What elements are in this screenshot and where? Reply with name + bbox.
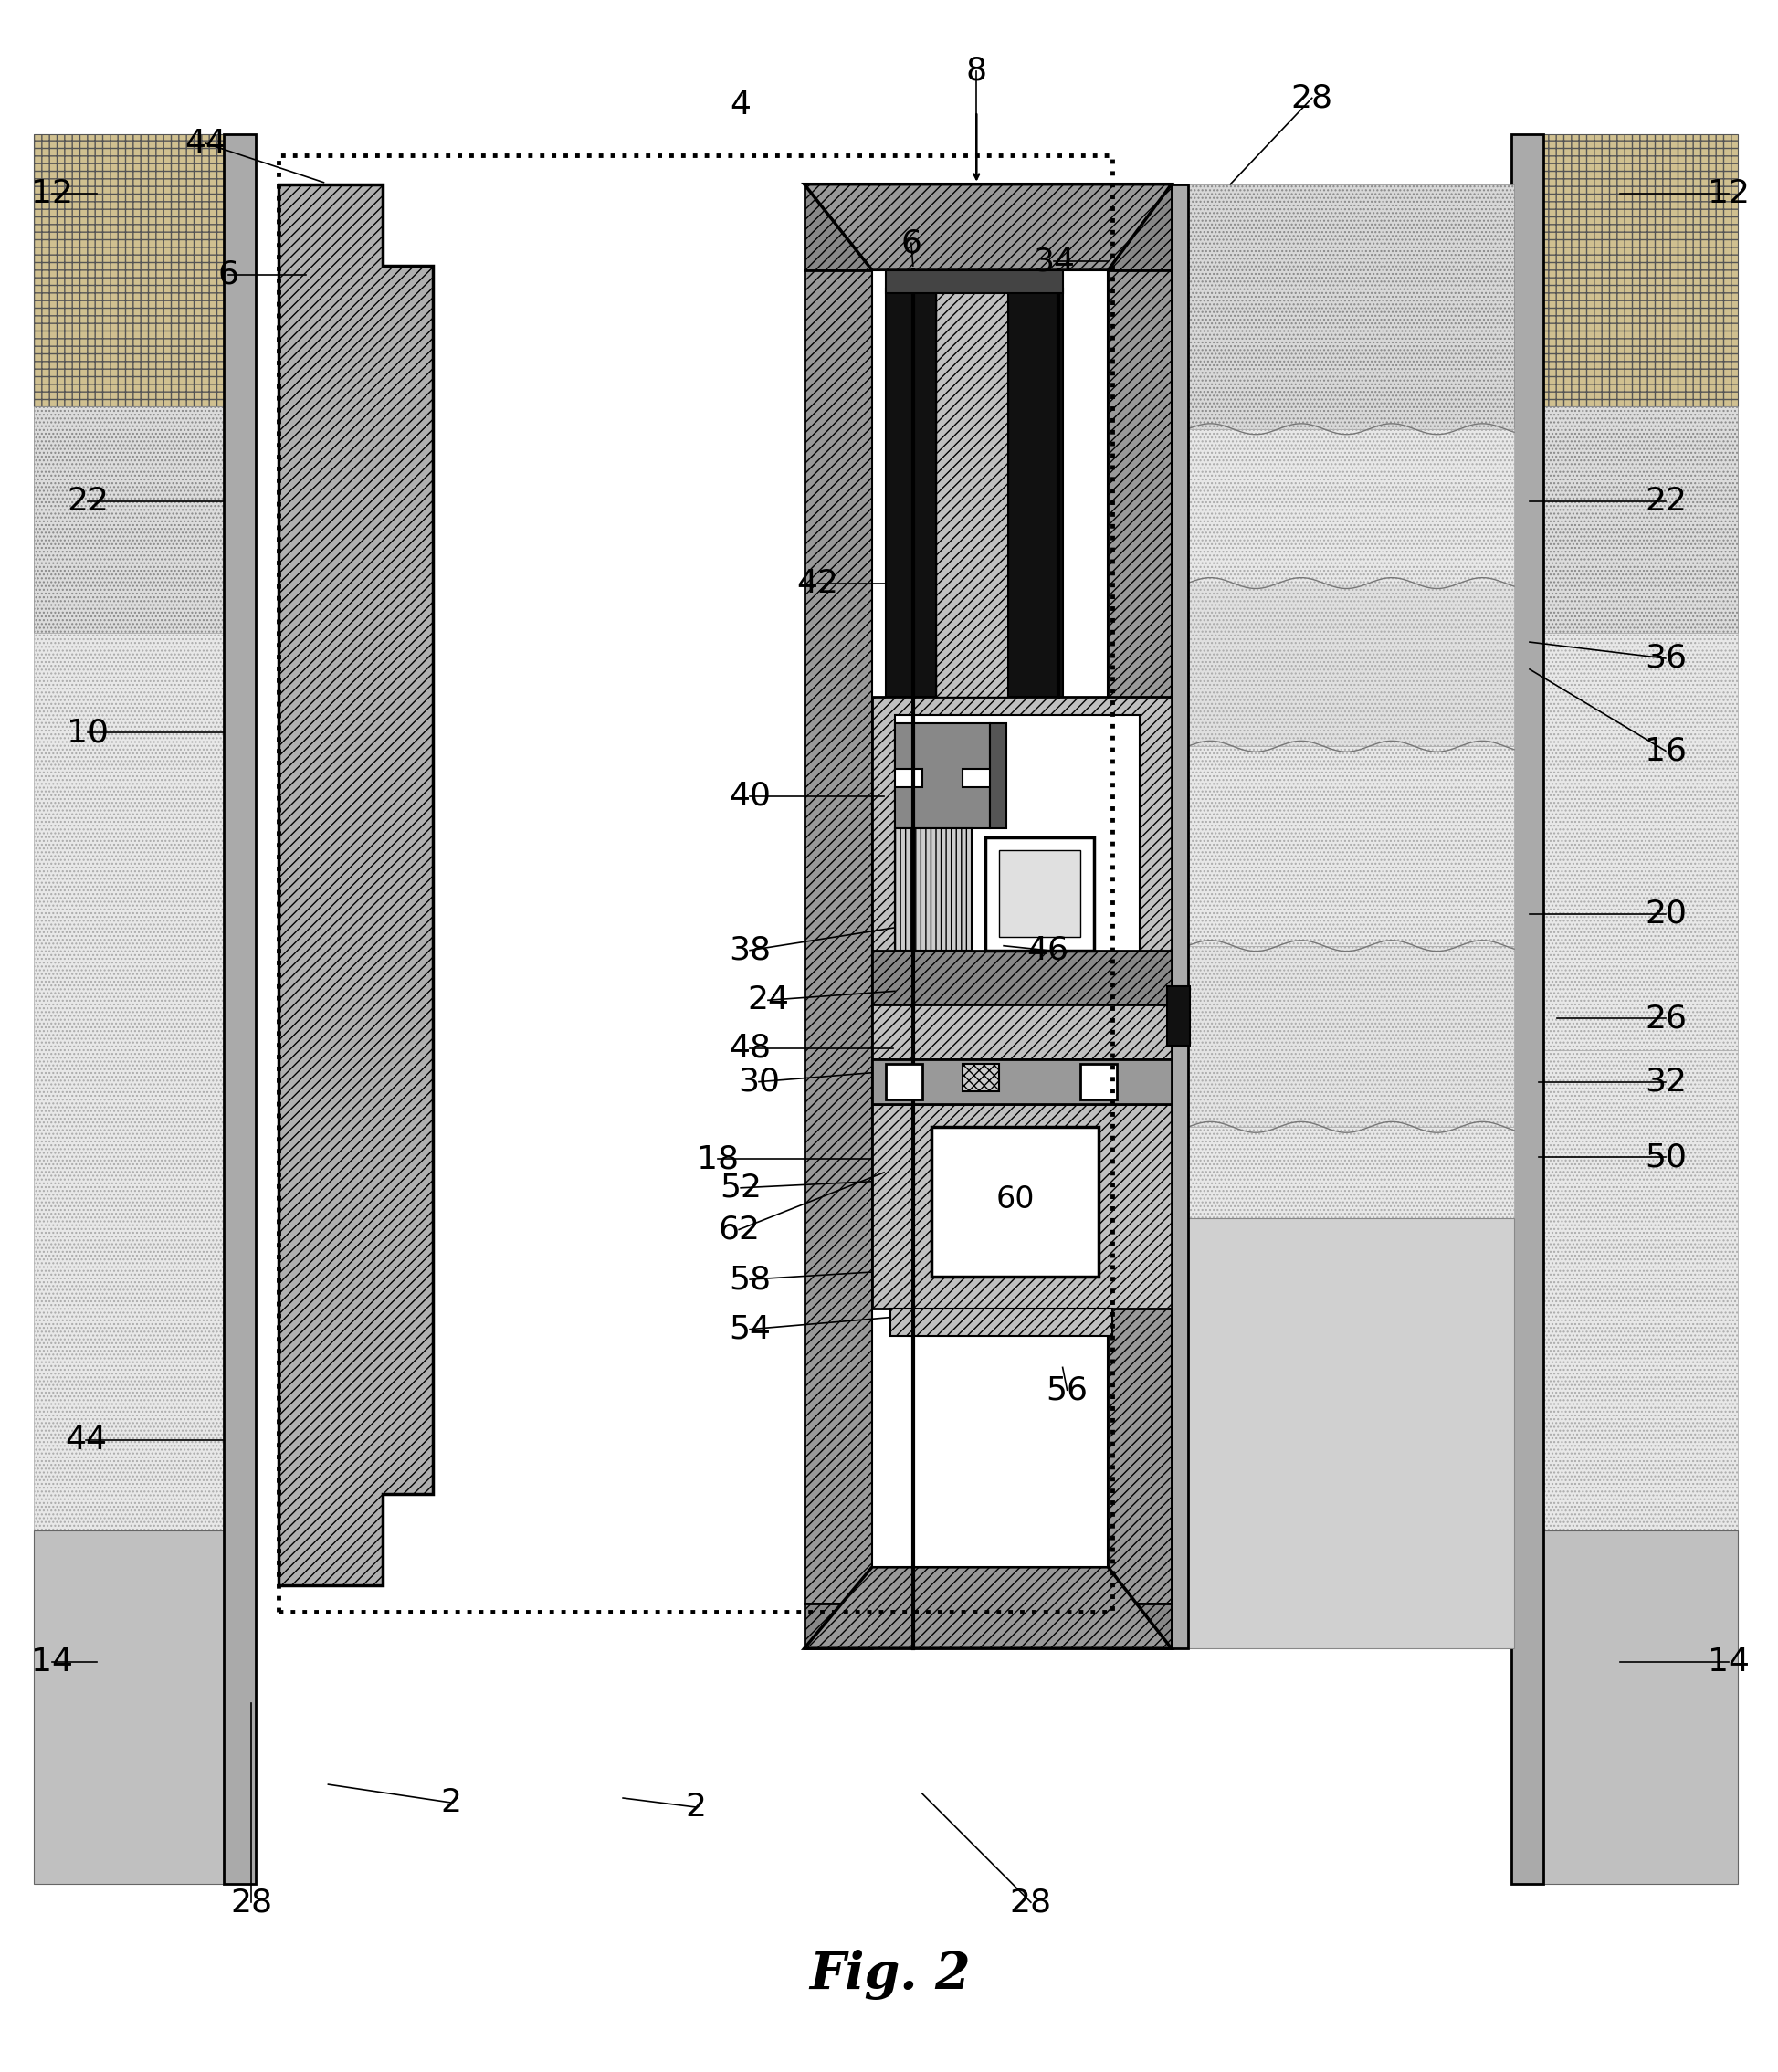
Text: 60: 60 — [996, 1185, 1035, 1214]
Polygon shape — [279, 184, 432, 1585]
Bar — [279, 155, 1113, 1612]
Bar — [985, 837, 1095, 951]
Text: 44: 44 — [66, 1423, 107, 1455]
Bar — [804, 269, 873, 1604]
Text: 50: 50 — [1645, 1142, 1687, 1173]
Bar — [990, 723, 1006, 829]
Bar — [1511, 135, 1543, 1883]
Bar — [885, 269, 1063, 292]
Text: 22: 22 — [1645, 487, 1687, 518]
Text: 14: 14 — [1709, 1647, 1750, 1678]
Bar — [999, 852, 1081, 937]
Text: 10: 10 — [68, 717, 108, 748]
Bar — [1188, 582, 1515, 746]
Bar — [1538, 1051, 1739, 1531]
Bar — [804, 184, 873, 269]
Bar — [1538, 406, 1739, 632]
Text: 32: 32 — [1645, 1067, 1687, 1098]
Text: 4: 4 — [731, 89, 752, 120]
Text: 2: 2 — [441, 1786, 461, 1817]
Bar — [804, 1604, 873, 1649]
Polygon shape — [804, 184, 1172, 269]
Text: 28: 28 — [1291, 83, 1334, 114]
Bar — [891, 1307, 1113, 1336]
Bar — [1008, 288, 1063, 696]
Bar — [1108, 1604, 1172, 1649]
Bar — [34, 406, 224, 632]
Bar — [1538, 632, 1739, 1051]
Bar — [1081, 1063, 1117, 1100]
Bar — [1188, 945, 1515, 1127]
Text: Fig. 2: Fig. 2 — [809, 1950, 971, 1999]
Text: 18: 18 — [697, 1144, 740, 1175]
Text: 28: 28 — [229, 1888, 272, 1919]
Bar — [894, 829, 973, 951]
Text: 28: 28 — [1010, 1888, 1053, 1919]
Bar — [1188, 184, 1515, 429]
Text: 2: 2 — [685, 1792, 706, 1823]
Text: 62: 62 — [718, 1214, 759, 1245]
Bar — [1188, 1127, 1515, 1218]
Bar — [1108, 269, 1172, 1604]
Text: 30: 30 — [738, 1067, 781, 1098]
Text: 56: 56 — [1045, 1374, 1088, 1405]
Bar — [1188, 746, 1515, 945]
Bar — [1538, 1531, 1739, 1883]
Bar — [885, 1063, 923, 1100]
Text: 24: 24 — [747, 984, 789, 1015]
Bar — [1188, 1218, 1515, 1649]
Bar — [34, 1142, 224, 1531]
Bar — [1188, 429, 1515, 582]
Text: 54: 54 — [729, 1314, 772, 1345]
Bar — [873, 696, 1172, 1032]
Text: 6: 6 — [219, 259, 238, 290]
Text: 14: 14 — [30, 1647, 73, 1678]
Text: 12: 12 — [1709, 178, 1750, 209]
Bar — [1108, 184, 1172, 269]
Bar — [1166, 986, 1189, 1046]
Bar — [894, 715, 1140, 1013]
Text: 26: 26 — [1645, 1003, 1687, 1034]
Text: 58: 58 — [729, 1264, 772, 1295]
Bar — [224, 135, 256, 1883]
Text: 12: 12 — [30, 178, 73, 209]
Bar — [34, 135, 224, 406]
Text: 36: 36 — [1645, 642, 1687, 673]
Bar — [873, 269, 1108, 1566]
Bar — [932, 1127, 1099, 1276]
Text: 44: 44 — [185, 128, 228, 160]
Bar — [873, 1059, 1172, 1104]
Text: 34: 34 — [1033, 247, 1074, 278]
Text: 52: 52 — [720, 1173, 761, 1204]
Text: 22: 22 — [68, 487, 108, 518]
Text: 6: 6 — [901, 228, 921, 259]
Text: 46: 46 — [1026, 934, 1069, 966]
Bar — [873, 951, 1172, 1005]
Bar — [885, 288, 935, 696]
Text: 8: 8 — [965, 56, 987, 87]
Bar — [1538, 135, 1739, 406]
Bar — [873, 1005, 1172, 1059]
Bar — [873, 1104, 1172, 1307]
Text: 42: 42 — [797, 568, 839, 599]
Bar — [34, 1531, 224, 1883]
Text: 20: 20 — [1645, 899, 1687, 930]
Polygon shape — [894, 723, 990, 829]
Text: 38: 38 — [729, 934, 772, 966]
Text: 16: 16 — [1645, 736, 1687, 767]
Text: 40: 40 — [729, 781, 772, 812]
Bar — [964, 1063, 999, 1090]
Text: 48: 48 — [729, 1032, 772, 1063]
Bar — [34, 632, 224, 1142]
Bar — [935, 288, 1008, 696]
Polygon shape — [804, 1566, 1172, 1649]
Bar — [1172, 184, 1188, 1649]
